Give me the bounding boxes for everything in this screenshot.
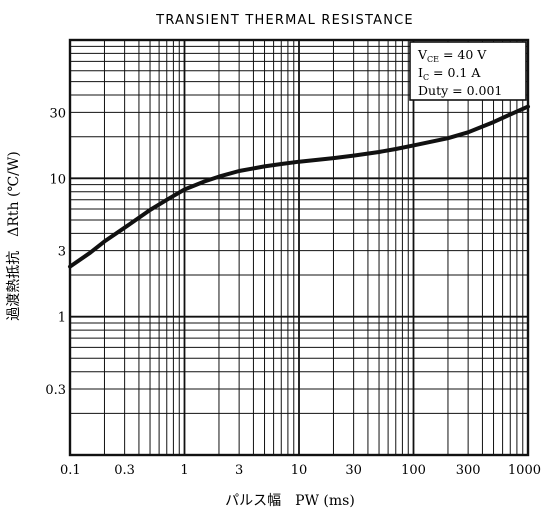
x-tick-label: 1000 — [508, 463, 541, 478]
legend-line-3: Duty = 0.001 — [418, 83, 502, 98]
legend-box — [409, 41, 527, 101]
chart-title: TRANSIENT THERMAL RESISTANCE — [155, 13, 414, 28]
y-axis-label: 過渡熱抵抗 ΔRth (℃/W) — [6, 151, 22, 320]
x-tick-label: 300 — [456, 463, 481, 478]
legend-line-1: VCE = 40 V — [417, 47, 487, 64]
x-tick-label: 1 — [180, 463, 188, 478]
y-tick-label: 3 — [58, 245, 66, 260]
y-tick-label: 30 — [49, 106, 66, 121]
x-tick-label: 3 — [235, 463, 243, 478]
y-tick-label: 10 — [49, 172, 66, 187]
y-tick-label: 1 — [58, 311, 66, 326]
y-tick-label: 0.3 — [45, 383, 66, 398]
x-tick-label: 0.1 — [60, 463, 81, 478]
legend: VCE = 40 V IC = 0.1 A Duty = 0.001 — [409, 41, 527, 101]
series-line — [68, 104, 530, 269]
x-tick-label: 10 — [291, 463, 308, 478]
x-tick-label: 100 — [401, 463, 426, 478]
x-axis-label: パルス幅 PW (ms) — [225, 493, 355, 509]
plot-frame — [68, 38, 530, 457]
x-tick-label: 0.3 — [114, 463, 135, 478]
x-tick-labels: 0.1 0.3 1 3 10 30 100 300 1000 — [60, 463, 541, 478]
legend-line-2: IC = 0.1 A — [418, 65, 481, 82]
x-tick-label: 30 — [345, 463, 362, 478]
y-tick-labels: 0.3 1 3 10 30 — [45, 106, 66, 398]
grid — [70, 40, 528, 455]
